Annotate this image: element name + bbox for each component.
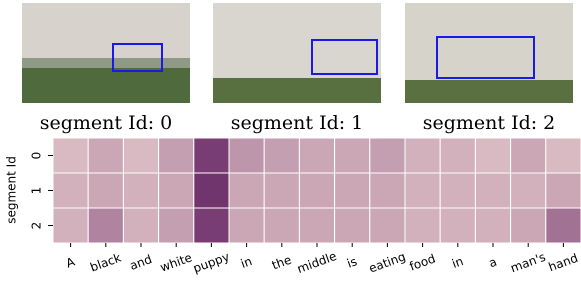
x-tick-label: in — [239, 254, 254, 271]
x-tick-label: and — [128, 252, 154, 273]
heatmap-cell — [299, 208, 334, 243]
heatmap-cell — [405, 208, 440, 243]
heatmap-cell — [335, 138, 370, 173]
heatmap-cell — [53, 138, 88, 173]
image-caption: segment Id: 0 — [40, 112, 173, 134]
heatmap-cell — [53, 173, 88, 208]
heatmap-cell — [194, 208, 229, 243]
heatmap-cell — [229, 208, 264, 243]
y-tick-label: 2 — [30, 222, 44, 230]
heatmap-cell — [335, 173, 370, 208]
heatmap-cell — [264, 173, 299, 208]
x-tick-label: in — [450, 254, 465, 271]
heatmap-cell — [475, 173, 510, 208]
heatmap-cell — [264, 138, 299, 173]
heatmap-cell — [159, 208, 194, 243]
heatmap-cell — [546, 208, 581, 243]
x-tick-label: a — [487, 255, 499, 271]
heatmap-cell — [229, 173, 264, 208]
y-tick-label: 0 — [30, 152, 44, 160]
heatmap-cell — [335, 208, 370, 243]
heatmap-cell — [546, 173, 581, 208]
heatmap-cell — [123, 173, 158, 208]
heatmap-cell — [159, 138, 194, 173]
x-tick-label: is — [345, 254, 359, 270]
heatmap-cell — [511, 173, 546, 208]
heatmap-cell — [370, 208, 405, 243]
x-tick-label: white — [158, 250, 194, 274]
image-caption: segment Id: 2 — [423, 112, 556, 134]
x-tick-label: hand — [547, 251, 580, 274]
heatmap-cell — [299, 138, 334, 173]
heatmap-cell — [405, 173, 440, 208]
heatmap-cell — [194, 173, 229, 208]
figure: segment Id: 0 segment Id: 1 segment Id: … — [0, 0, 581, 278]
heatmap-cell — [299, 173, 334, 208]
heatmap-cell — [88, 138, 123, 173]
heatmap-cell — [123, 208, 158, 243]
heatmap-cell — [546, 138, 581, 173]
image-panel — [22, 3, 573, 103]
heatmap-cell — [511, 138, 546, 173]
heatmap-cell — [88, 208, 123, 243]
heatmap-cell — [370, 173, 405, 208]
x-tick-label: the — [270, 253, 293, 273]
photo-wall — [22, 3, 190, 58]
x-tick-label: A — [64, 254, 77, 270]
photo-grass — [22, 68, 190, 103]
y-axis-label: segment Id — [5, 156, 19, 224]
heatmap-cell — [53, 208, 88, 243]
heatmap-cell — [194, 138, 229, 173]
heatmap-cell — [159, 173, 194, 208]
x-tick-label: middle — [295, 249, 338, 276]
heatmap-cell — [475, 138, 510, 173]
photo-grass — [405, 80, 573, 103]
heatmap-cell — [123, 138, 158, 173]
heatmap-cell — [511, 208, 546, 243]
heatmap-cell — [264, 208, 299, 243]
x-tick-label: eating — [367, 249, 407, 275]
photo-grass — [213, 78, 381, 103]
heatmap-cell — [370, 138, 405, 173]
y-tick-label: 1 — [30, 187, 44, 195]
x-tick-label: puppy — [191, 250, 231, 276]
heatmap-cell — [440, 138, 475, 173]
heatmap-cell — [440, 208, 475, 243]
x-tick-label: black — [88, 250, 123, 274]
heatmap-cell — [229, 138, 264, 173]
heatmap-cell — [88, 173, 123, 208]
heatmap-cell — [405, 138, 440, 173]
heatmap-cell — [475, 208, 510, 243]
heatmap-cell — [440, 173, 475, 208]
x-tick-label: food — [408, 251, 438, 273]
image-caption: segment Id: 1 — [231, 112, 364, 134]
x-tick-label: man's — [509, 250, 548, 276]
